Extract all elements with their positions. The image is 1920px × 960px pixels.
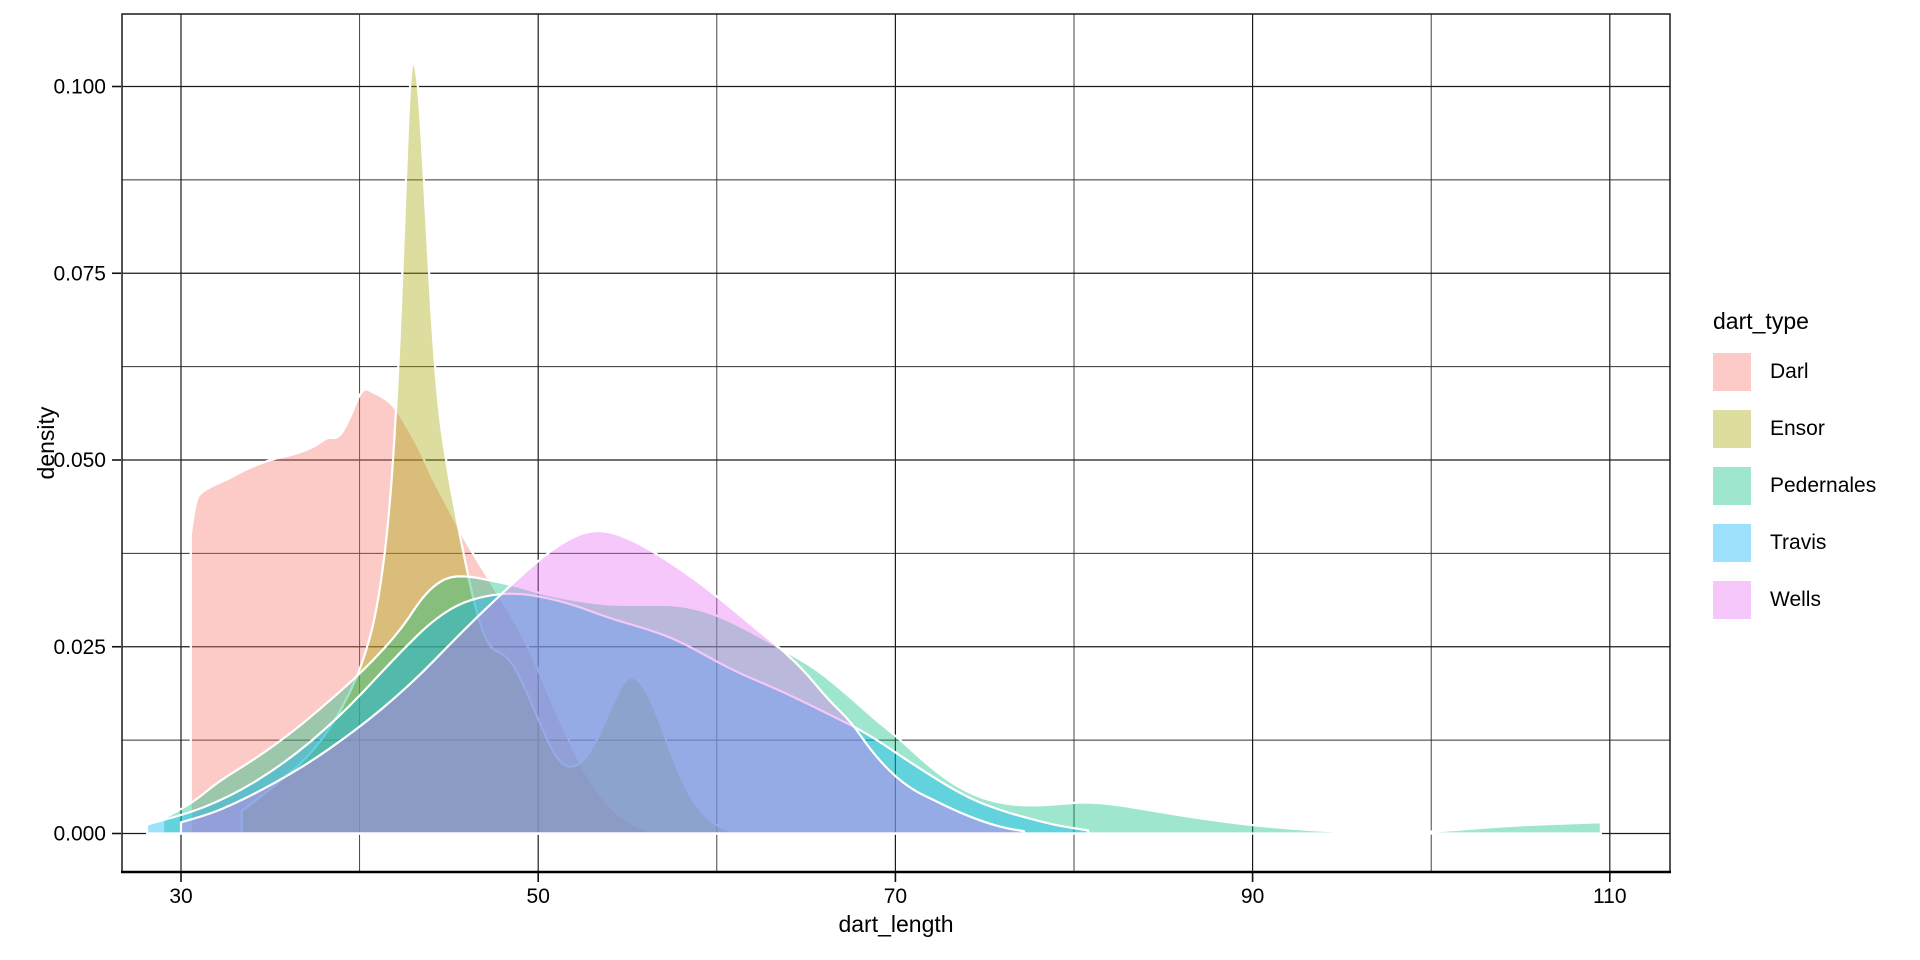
legend-key-swatch-travis [1713, 524, 1751, 562]
y-tick-label: 0.100 [53, 76, 106, 99]
y-tick-label: 0.050 [53, 449, 106, 472]
x-tick-label: 90 [1241, 885, 1264, 908]
x-tick-label: 30 [169, 885, 192, 908]
legend-item-label: Ensor [1770, 417, 1825, 440]
legend-item-wells: Wells [1713, 581, 1876, 619]
y-axis-title: density [32, 406, 59, 480]
legend-item-travis: Travis [1713, 524, 1876, 562]
legend-item-label: Wells [1770, 588, 1821, 611]
legend-title: dart_type [1713, 308, 1809, 334]
legend-key-swatch-ensor [1713, 410, 1751, 448]
legend: dart_type Darl Ensor Pedernales Travis W… [1713, 308, 1876, 638]
legend-key-swatch-darl [1713, 353, 1751, 391]
y-tick-label: 0.025 [53, 636, 106, 659]
x-axis-title: dart_length [838, 911, 954, 937]
y-tick-label: 0.000 [53, 823, 106, 846]
density-area-wells [179, 529, 1026, 835]
legend-item-label: Pedernales [1770, 474, 1877, 497]
x-tick-label: 50 [527, 885, 550, 908]
legend-key-swatch-pedernales [1713, 467, 1751, 505]
legend-item-darl: Darl [1713, 353, 1876, 391]
x-tick-label: 70 [884, 885, 907, 908]
legend-item-pedernales: Pedernales [1713, 467, 1876, 505]
density-area-pedernales [162, 575, 1602, 835]
y-tick-label: 0.075 [53, 262, 106, 285]
x-tick-label: 110 [1593, 885, 1626, 908]
density-area-darl [189, 388, 652, 835]
density-area-ensor [240, 61, 734, 835]
legend-item-ensor: Ensor [1713, 410, 1876, 448]
density-area-travis [145, 592, 1090, 835]
legend-item-label: Darl [1770, 360, 1809, 383]
legend-key-swatch-wells [1713, 581, 1751, 619]
legend-item-label: Travis [1770, 531, 1827, 554]
